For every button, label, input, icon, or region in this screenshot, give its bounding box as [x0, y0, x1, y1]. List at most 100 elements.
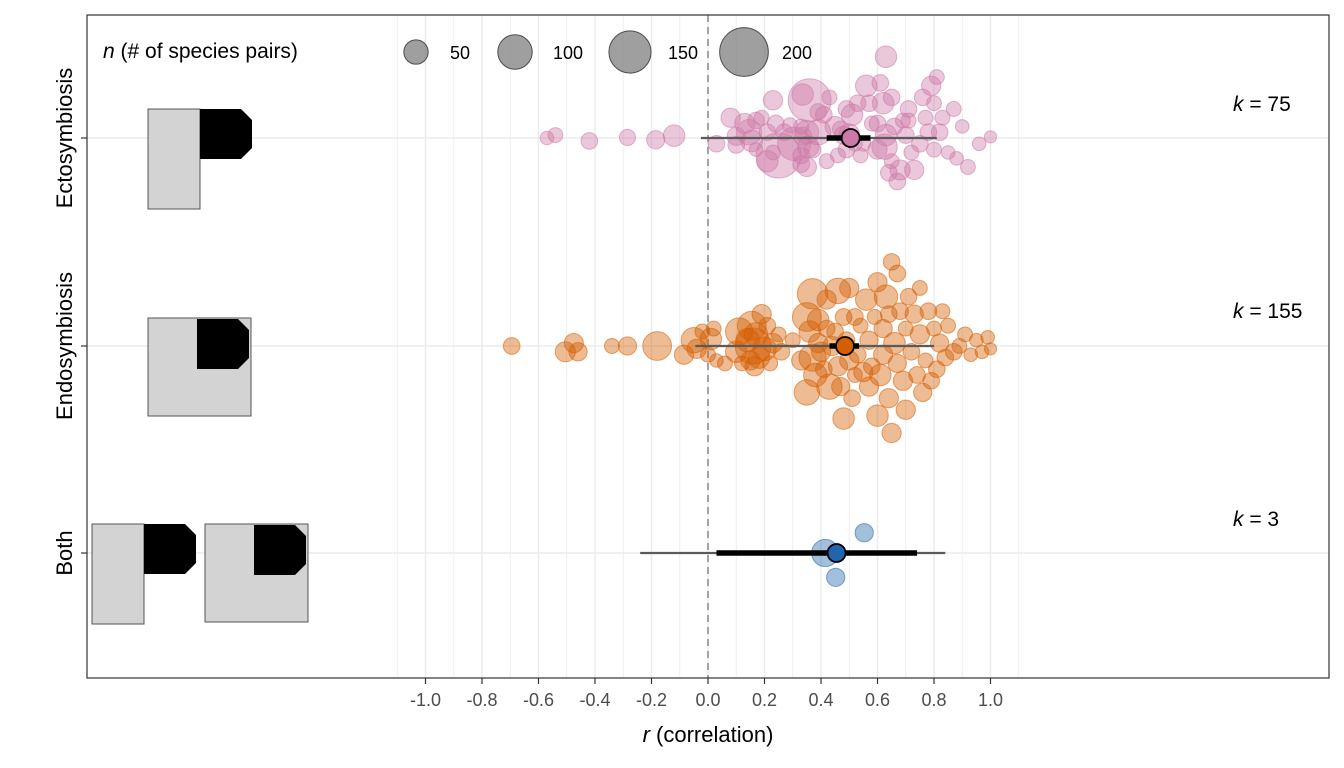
- k-labels: k = 75 k = 155 k = 3: [1233, 93, 1302, 531]
- data-point: [930, 123, 949, 142]
- pooled-estimate: [835, 336, 855, 356]
- data-point: [787, 78, 832, 123]
- x-tick-label: -0.2: [636, 690, 667, 710]
- data-point: [863, 115, 880, 132]
- data-point: [796, 156, 817, 178]
- data-point: [837, 100, 856, 118]
- data-point: [563, 332, 584, 354]
- data-point: [871, 91, 895, 115]
- data-point: [568, 342, 588, 362]
- data-point: [959, 159, 976, 175]
- data-point: [936, 348, 955, 367]
- data-point: [852, 317, 869, 334]
- data-point: [753, 109, 770, 126]
- data-point: [897, 320, 914, 337]
- data-point: [963, 347, 979, 362]
- data-point: [904, 159, 925, 181]
- data-point: [832, 407, 855, 430]
- data-point: [879, 305, 898, 323]
- data-point: [846, 308, 864, 326]
- data-point: [816, 373, 843, 400]
- data-point: [926, 95, 942, 112]
- y-category-label: Both: [52, 530, 77, 575]
- pooled-estimate: [826, 543, 847, 563]
- legend-size-label: 200: [782, 43, 812, 63]
- data-point: [871, 74, 890, 92]
- data-point: [899, 287, 918, 306]
- symbiosis-icons: [91, 108, 309, 625]
- data-point: [751, 303, 772, 325]
- data-point: [758, 316, 777, 335]
- data-point: [945, 101, 962, 117]
- data-point: [793, 118, 810, 135]
- data-point: [707, 134, 726, 153]
- data-point: [662, 124, 686, 147]
- data-point: [940, 317, 957, 334]
- data-point: [502, 337, 521, 355]
- k-label: k = 3: [1233, 508, 1279, 531]
- data-point: [949, 151, 964, 166]
- data-point: [954, 119, 970, 134]
- data-point: [904, 304, 924, 324]
- x-tick-label: -0.6: [523, 690, 554, 710]
- data-point: [854, 288, 878, 311]
- data-point: [798, 320, 821, 343]
- k-label: k = 155: [1233, 300, 1302, 323]
- legend-size-label: 50: [450, 43, 470, 63]
- data-point: [891, 302, 909, 321]
- data-point: [824, 277, 852, 305]
- data-point: [826, 567, 846, 587]
- data-point: [740, 129, 764, 153]
- x-tick-label: -0.8: [466, 690, 497, 710]
- host-shape: [91, 523, 145, 625]
- x-tick-label: -1.0: [410, 690, 441, 710]
- x-axis-title-r: r: [643, 722, 652, 747]
- axes: -1.0 -0.8 -0.6 -0.4 -0.2 0.0 0.2 0.4 0.6 0.8 1.0 Ec…: [52, 68, 1003, 710]
- data-point: [899, 100, 918, 118]
- data-point: [859, 330, 879, 350]
- data-point: [921, 75, 942, 96]
- data-point: [803, 362, 828, 388]
- data-point: [902, 342, 921, 361]
- data-point: [796, 278, 829, 310]
- x-tick-label: 0.0: [695, 690, 720, 710]
- legend-size-label: 100: [553, 43, 583, 63]
- data-point: [803, 140, 822, 159]
- data-point: [940, 145, 956, 160]
- data-point: [866, 404, 889, 427]
- data-point: [831, 376, 851, 397]
- legend-title-n: n: [103, 40, 115, 63]
- data-point: [869, 363, 892, 387]
- data-point: [784, 332, 801, 349]
- data-point: [580, 132, 599, 150]
- data-point: [887, 353, 907, 374]
- data-point: [944, 342, 963, 361]
- data-point: [911, 280, 928, 296]
- data-point: [928, 69, 945, 86]
- data-point: [734, 112, 756, 135]
- data-point: [646, 130, 666, 150]
- data-point: [881, 422, 902, 444]
- data-point: [821, 89, 838, 106]
- data-point: [744, 356, 765, 377]
- data-point: [618, 128, 637, 146]
- pooled-estimate: [840, 128, 861, 148]
- data-point: [980, 330, 995, 345]
- legend-size-key: [608, 30, 652, 74]
- data-point: [917, 109, 934, 126]
- legend-size-key: [403, 39, 429, 65]
- data-point: [971, 136, 987, 152]
- data-point: [926, 141, 942, 158]
- x-tick-label: -0.4: [579, 690, 610, 710]
- legend-size-key: [497, 34, 533, 70]
- legend-title-rest: (# of species pairs): [115, 40, 298, 63]
- data-point: [974, 344, 990, 360]
- x-tick-label: 0.6: [865, 690, 890, 710]
- data-point: [900, 112, 917, 129]
- data-point: [917, 352, 934, 369]
- intervals: [640, 128, 946, 563]
- y-category-label: Ectosymbiosis: [52, 68, 77, 209]
- x-tick-label: 0.4: [808, 690, 833, 710]
- legend-size-label: 150: [668, 43, 698, 63]
